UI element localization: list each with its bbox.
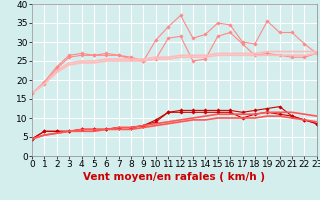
X-axis label: Vent moyen/en rafales ( km/h ): Vent moyen/en rafales ( km/h )	[84, 172, 265, 182]
